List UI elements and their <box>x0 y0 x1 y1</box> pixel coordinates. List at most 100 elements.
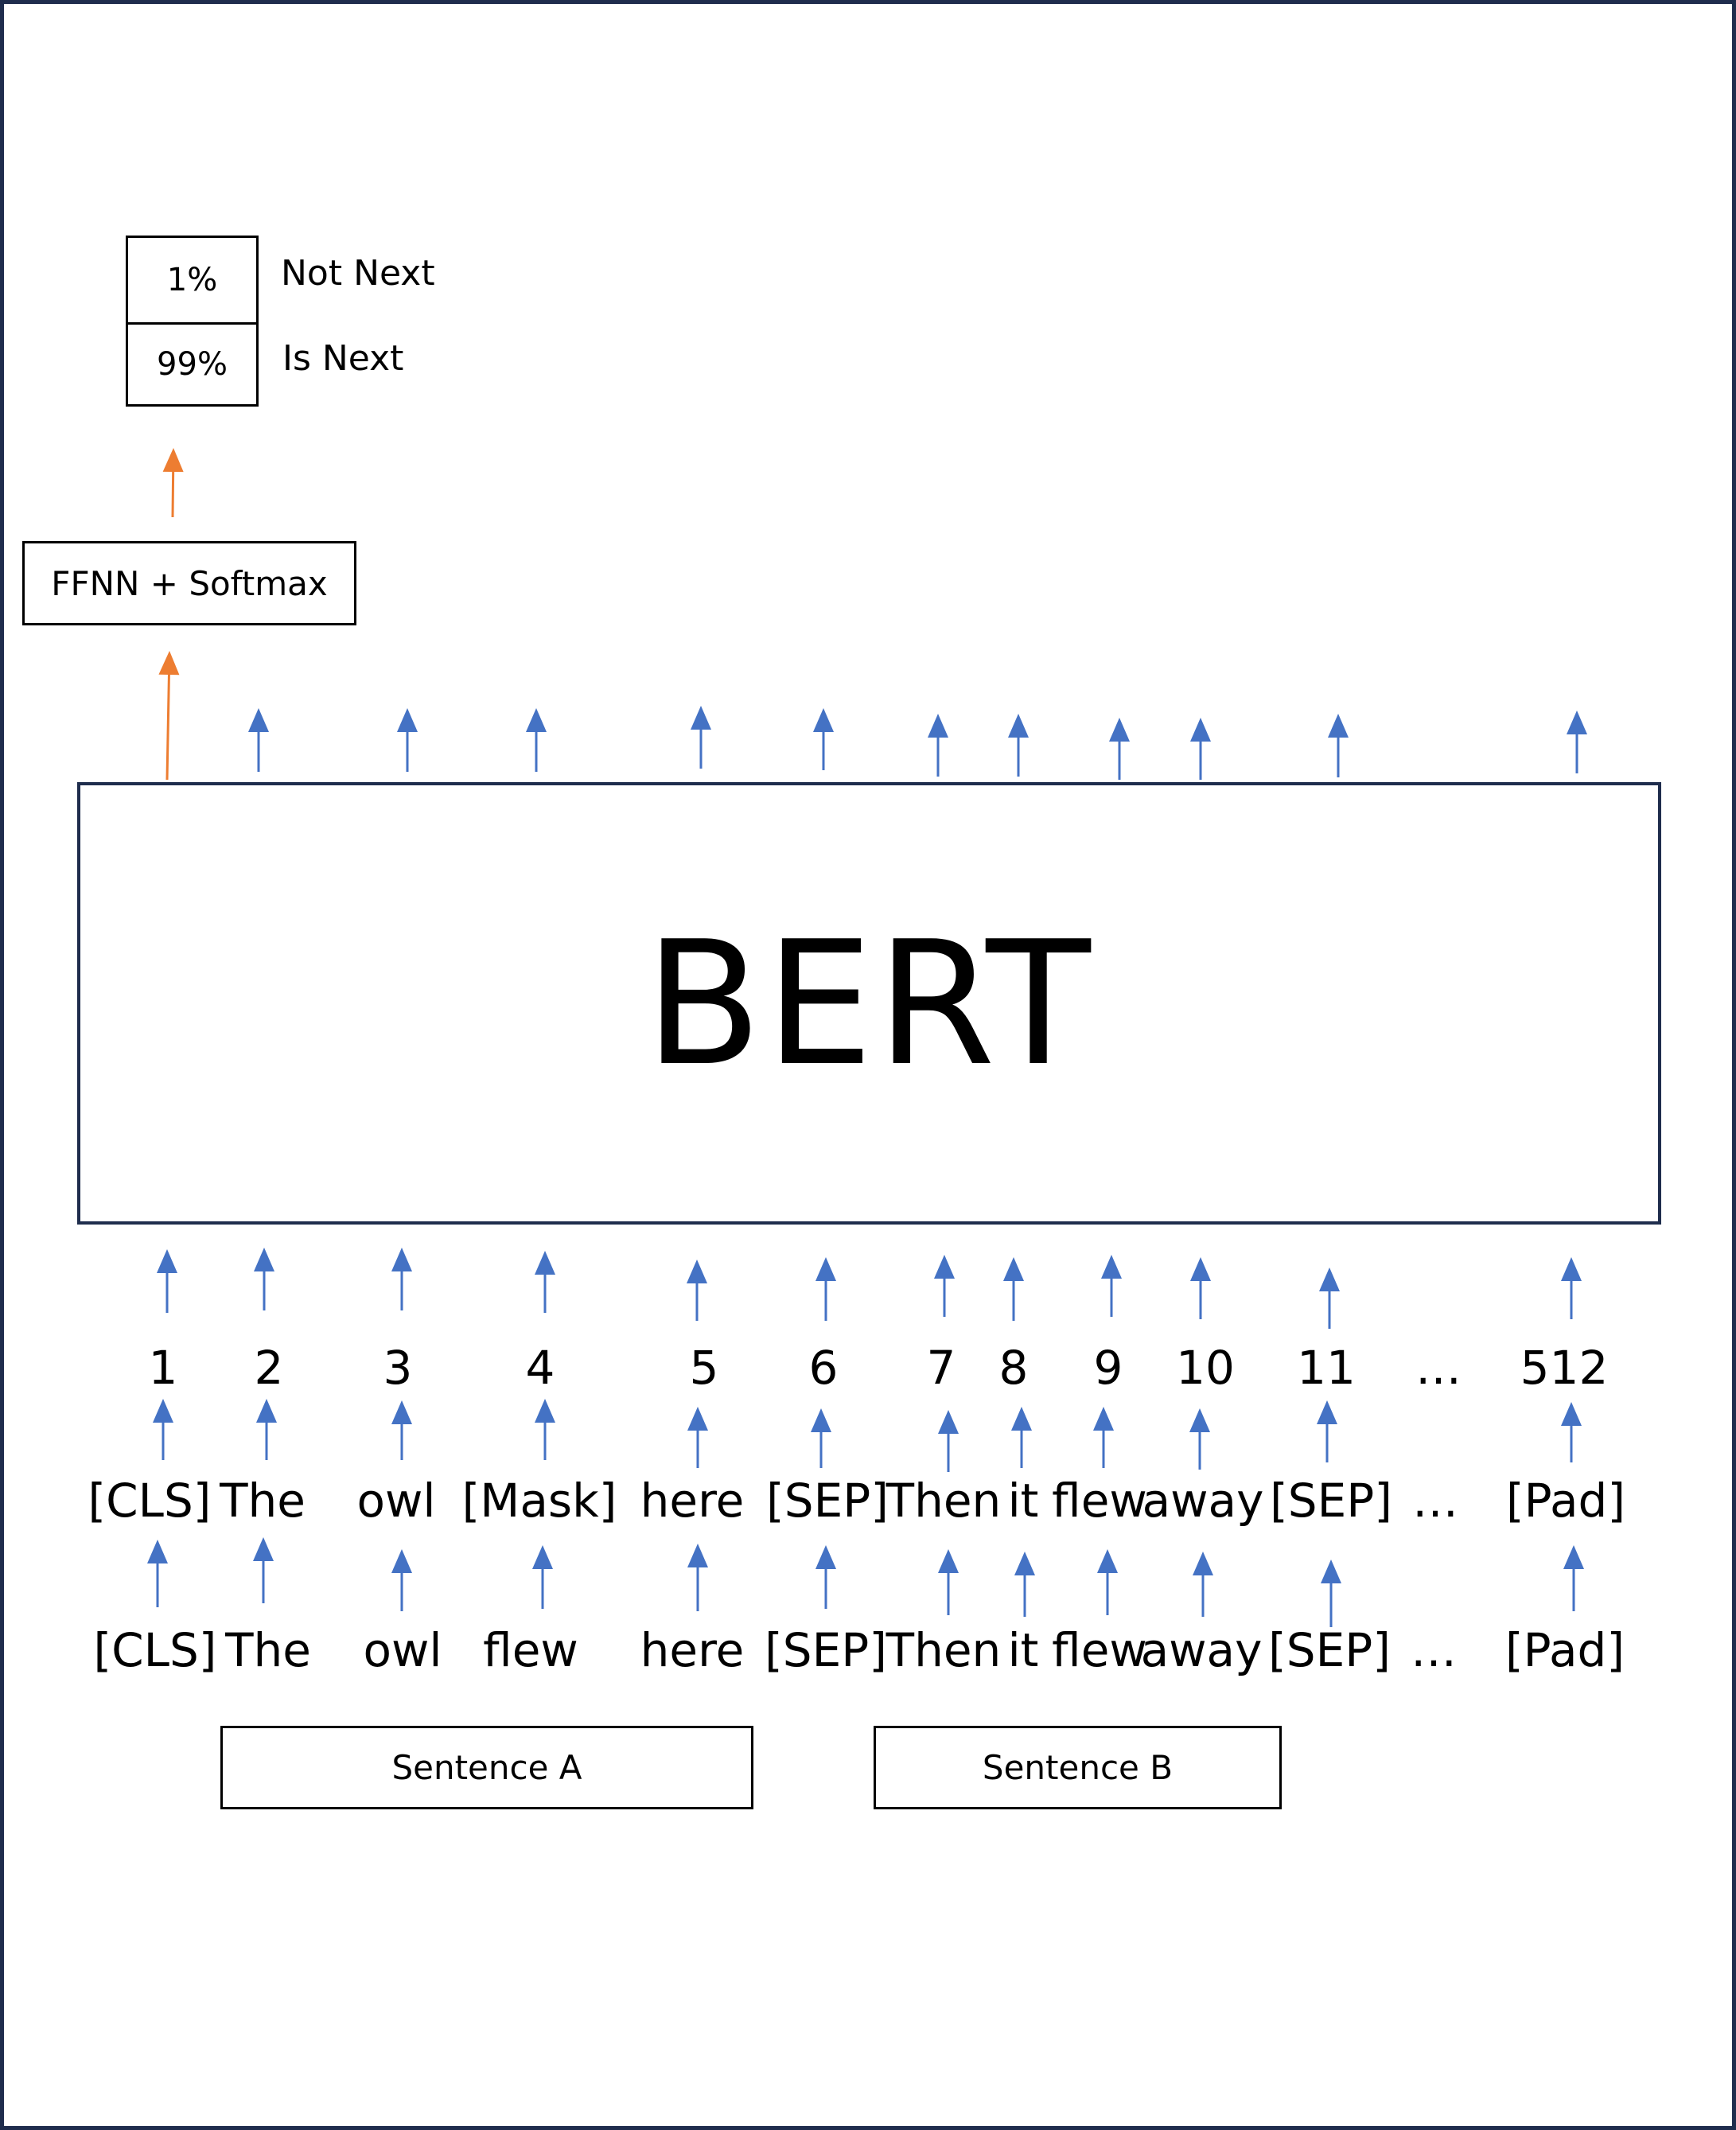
masking-arrow <box>253 1537 274 1603</box>
masked-token: … <box>1412 1474 1458 1528</box>
token-embedding-arrow <box>391 1400 412 1460</box>
output-arrow <box>691 706 711 769</box>
input-token: [CLS] <box>93 1623 217 1677</box>
position-arrow <box>391 1248 412 1310</box>
position-number: 4 <box>525 1341 555 1395</box>
input-token: it <box>1007 1623 1039 1677</box>
masking-arrow <box>815 1545 836 1609</box>
output-arrow <box>1190 718 1211 780</box>
input-token: [Pad] <box>1505 1623 1625 1677</box>
prob-is-next-cell: 99% <box>126 322 259 407</box>
masking-arrow <box>1014 1552 1035 1617</box>
masking-arrow <box>1097 1549 1118 1615</box>
masking-arrow <box>938 1549 959 1615</box>
position-arrow <box>934 1255 955 1317</box>
position-arrow <box>1561 1257 1582 1319</box>
sentence-b-box: Sentence B <box>874 1726 1282 1809</box>
sentence-a-box: Sentence A <box>220 1726 753 1809</box>
position-number: 7 <box>926 1341 956 1395</box>
output-arrow <box>1328 714 1349 777</box>
position-arrow <box>1101 1255 1122 1317</box>
masked-token: The <box>220 1474 306 1528</box>
bert-model-label: BERT <box>644 903 1094 1104</box>
masking-arrow <box>687 1544 708 1611</box>
input-token: [SEP] <box>1268 1623 1391 1677</box>
position-number: 5 <box>689 1341 719 1395</box>
position-arrow <box>687 1260 707 1321</box>
masking-arrow <box>1321 1560 1341 1627</box>
position-number: 10 <box>1176 1341 1235 1395</box>
position-number: 8 <box>998 1341 1029 1395</box>
output-arrow <box>1008 714 1029 777</box>
output-arrow <box>928 714 948 777</box>
output-arrow <box>1567 711 1587 773</box>
masked-token: owl <box>356 1474 436 1528</box>
ffnn-softmax-label: FFNN + Softmax <box>51 563 328 603</box>
masked-token: away <box>1142 1474 1264 1528</box>
position-number: … <box>1415 1341 1462 1395</box>
masking-arrow <box>1193 1552 1213 1617</box>
input-token: here <box>640 1623 745 1677</box>
output-arrow <box>248 708 269 772</box>
prob-not-next-label: Not Next <box>281 253 435 294</box>
token-embedding-arrow <box>1189 1408 1210 1470</box>
position-arrow <box>1319 1267 1340 1329</box>
input-token: [SEP] <box>765 1623 887 1677</box>
position-arrow <box>254 1248 274 1310</box>
cls-output-arrow <box>158 651 180 781</box>
position-number: 11 <box>1297 1341 1356 1395</box>
position-number: 2 <box>254 1341 284 1395</box>
input-token: flew <box>1052 1623 1147 1677</box>
masking-arrow <box>1563 1545 1584 1611</box>
position-number: 6 <box>808 1341 839 1395</box>
softmax-output-arrow <box>162 448 184 518</box>
masked-token: [Pad] <box>1506 1474 1625 1528</box>
position-arrow <box>1003 1257 1024 1321</box>
masked-token: [Mask] <box>461 1474 617 1528</box>
input-token: owl <box>363 1623 442 1677</box>
token-embedding-arrow <box>1093 1407 1114 1468</box>
prob-is-next-value: 99% <box>157 346 228 383</box>
output-arrow <box>813 708 834 770</box>
bert-model-box: BERT <box>77 782 1661 1225</box>
position-arrow <box>157 1249 177 1313</box>
position-arrow <box>815 1257 836 1321</box>
token-embedding-arrow <box>153 1399 173 1460</box>
output-arrow <box>397 708 418 772</box>
masked-token: it <box>1007 1474 1039 1528</box>
position-arrow <box>535 1251 555 1313</box>
token-embedding-arrow <box>256 1399 277 1460</box>
position-number: 3 <box>383 1341 413 1395</box>
ffnn-softmax-box: FFNN + Softmax <box>22 541 356 625</box>
sentence-a-label: Sentence A <box>391 1748 582 1787</box>
position-number: 1 <box>148 1341 178 1395</box>
masked-token: [SEP] <box>1270 1474 1392 1528</box>
masking-arrow <box>147 1540 168 1607</box>
output-arrow <box>526 708 547 772</box>
input-token: … <box>1411 1623 1457 1677</box>
masking-arrow <box>391 1549 412 1611</box>
input-token: flew <box>483 1623 578 1677</box>
position-number: 9 <box>1093 1341 1123 1395</box>
sentence-b-label: Sentence B <box>982 1748 1174 1787</box>
masked-token: [CLS] <box>88 1474 212 1528</box>
masking-arrow <box>532 1545 553 1609</box>
prob-not-next-value: 1% <box>166 262 218 298</box>
masked-token: here <box>640 1474 745 1528</box>
input-token: away <box>1140 1623 1263 1677</box>
token-embedding-arrow <box>811 1408 831 1468</box>
token-embedding-arrow <box>1561 1402 1582 1462</box>
token-embedding-arrow <box>1317 1400 1337 1462</box>
token-embedding-arrow <box>938 1410 959 1472</box>
output-arrow <box>1109 718 1130 780</box>
position-arrow <box>1190 1257 1211 1319</box>
input-token: The <box>225 1623 311 1677</box>
prob-not-next-cell: 1% <box>126 236 259 325</box>
token-embedding-arrow <box>1011 1407 1032 1468</box>
masked-token: [SEP] <box>766 1474 889 1528</box>
masked-token: Then <box>886 1474 1002 1528</box>
masked-token: flew <box>1052 1474 1147 1528</box>
prob-is-next-label: Is Next <box>282 338 404 379</box>
